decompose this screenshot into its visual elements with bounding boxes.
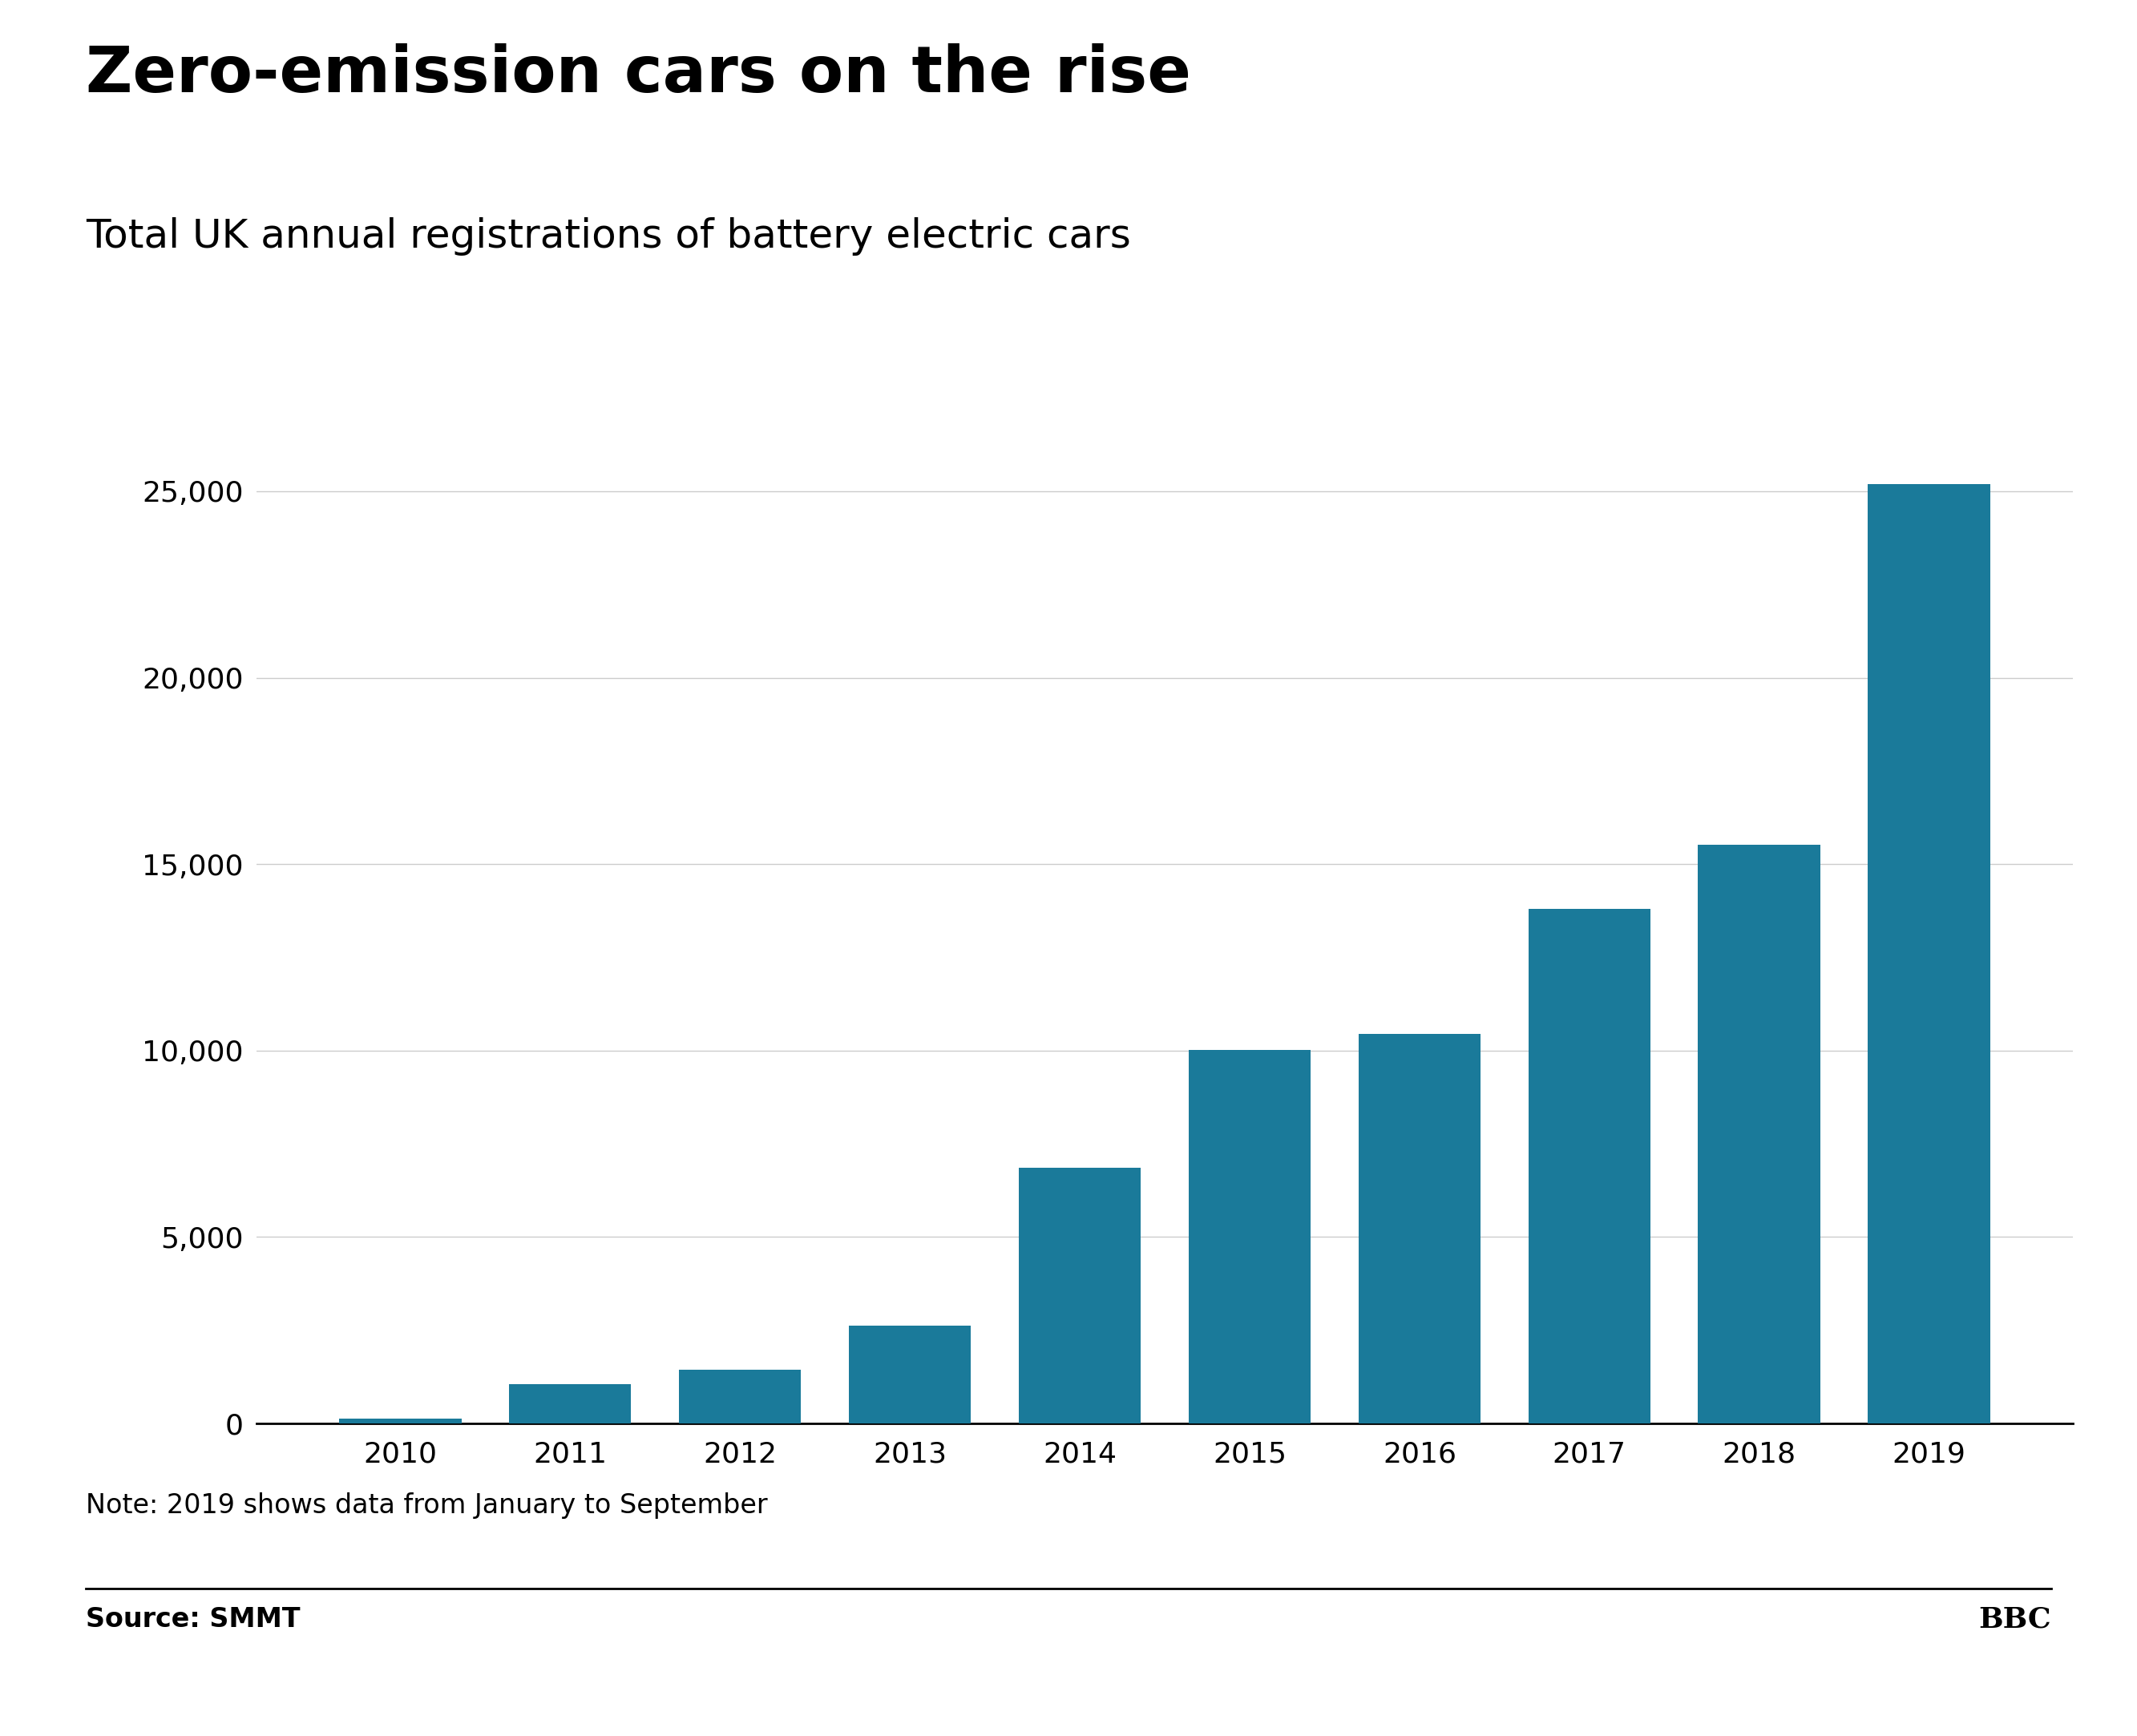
- Text: BBC: BBC: [1979, 1606, 2052, 1634]
- Bar: [509, 1384, 630, 1424]
- Text: Source: SMMT: Source: SMMT: [85, 1606, 299, 1632]
- Text: Total UK annual registrations of battery electric cars: Total UK annual registrations of battery…: [85, 217, 1130, 255]
- Bar: [1019, 1168, 1141, 1424]
- Bar: [848, 1325, 970, 1424]
- Bar: [340, 1418, 462, 1424]
- Text: Note: 2019 shows data from January to September: Note: 2019 shows data from January to Se…: [85, 1493, 767, 1519]
- Bar: [1868, 484, 1990, 1424]
- Bar: [1359, 1035, 1481, 1424]
- Bar: [680, 1370, 801, 1424]
- Bar: [1188, 1050, 1310, 1424]
- Bar: [1699, 845, 1821, 1424]
- Text: Zero-emission cars on the rise: Zero-emission cars on the rise: [85, 43, 1190, 106]
- Bar: [1528, 908, 1650, 1424]
